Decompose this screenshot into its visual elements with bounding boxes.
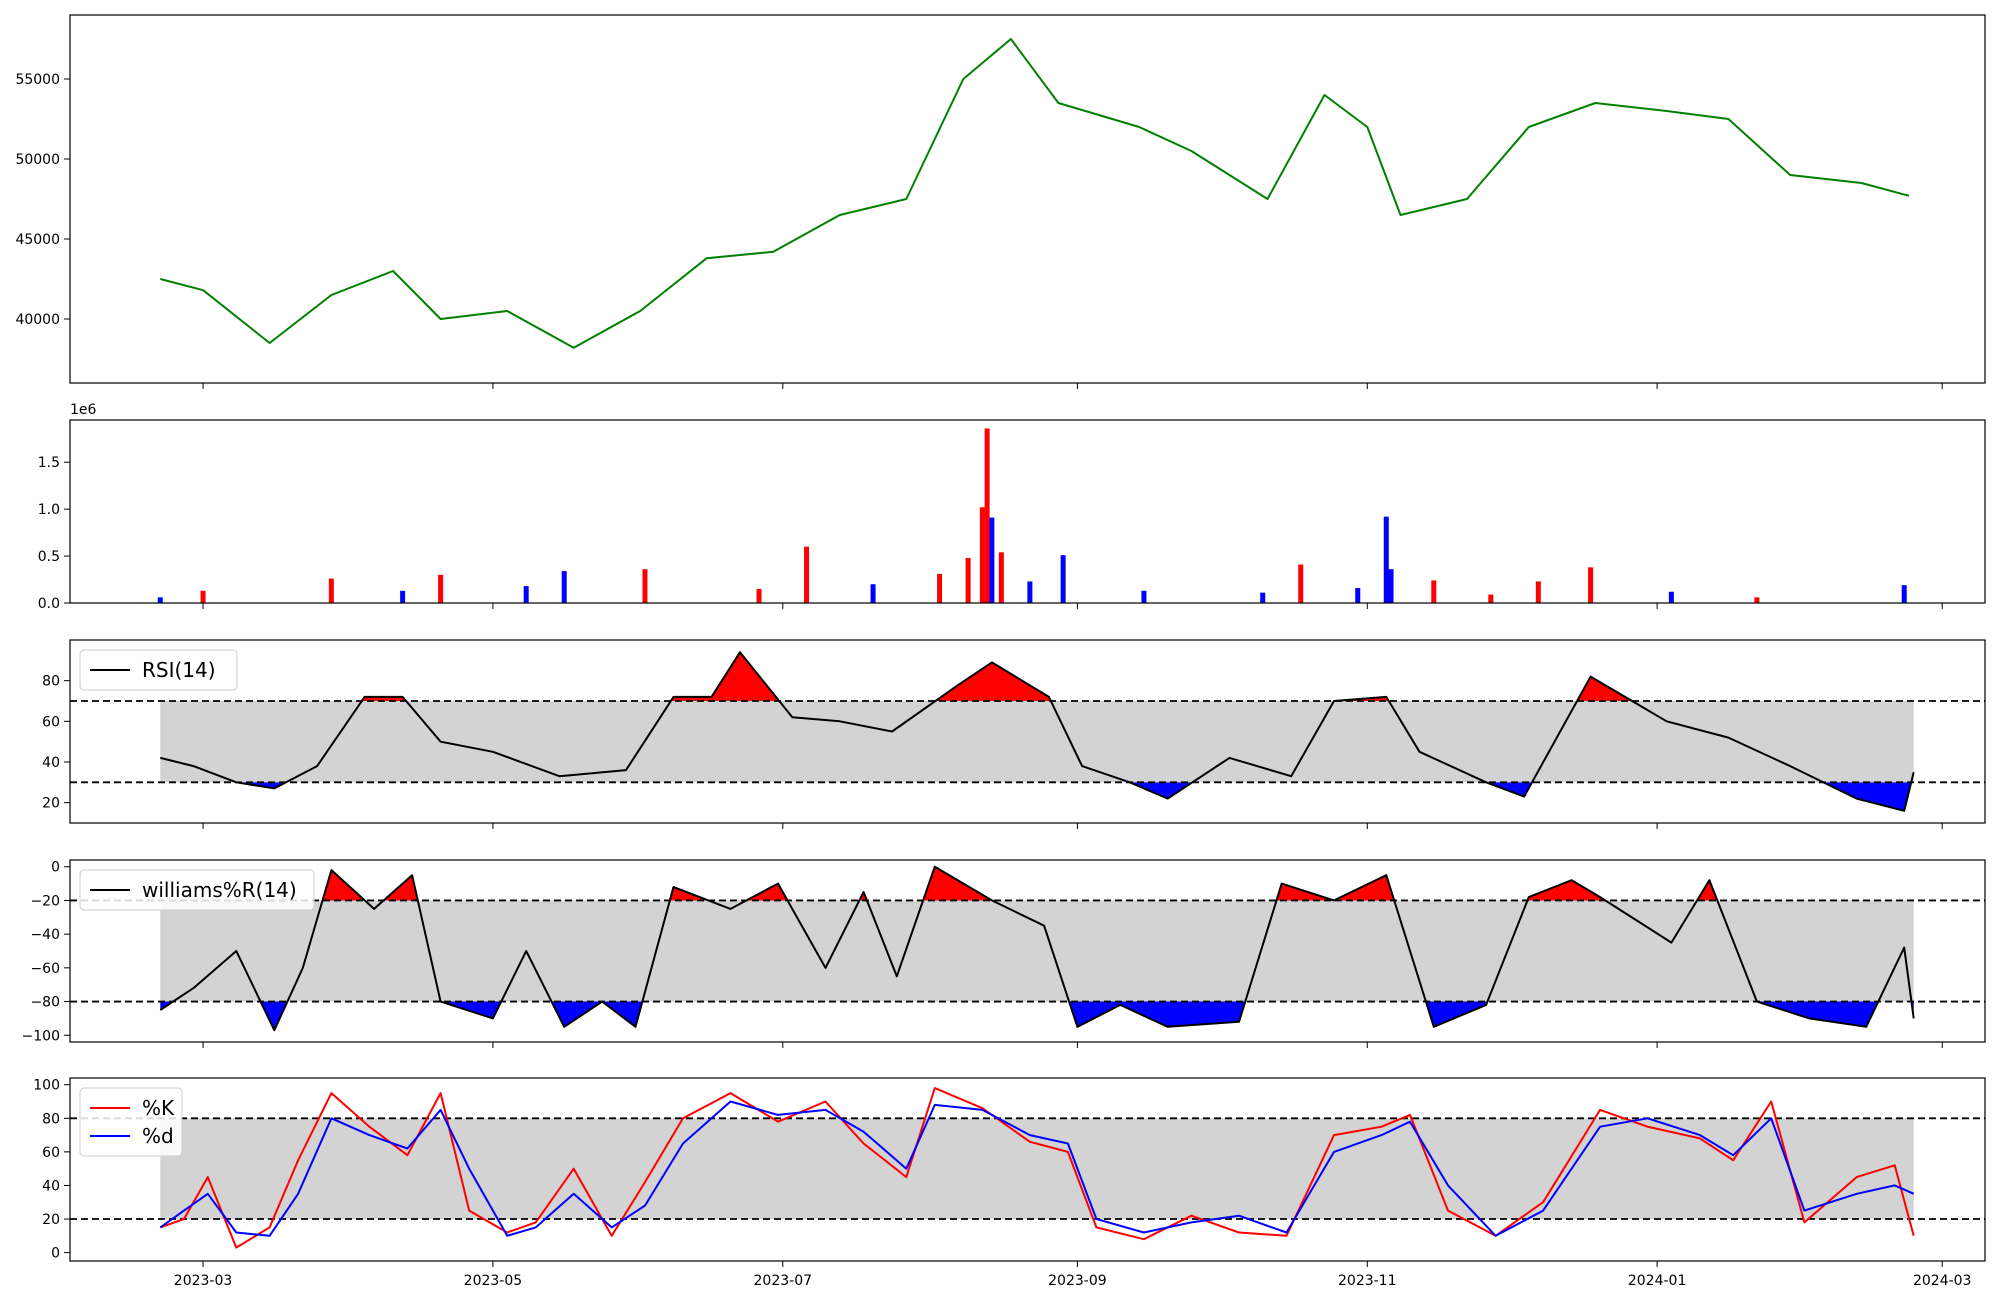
volume-bar (157, 597, 163, 603)
legend-box (79, 649, 238, 691)
williams-r-line (159, 865, 1915, 1032)
stochastic-panel (69, 1077, 1986, 1262)
x-tick-label: 2023-05 (464, 1273, 523, 1289)
volume-bar (1388, 569, 1394, 603)
y-tick-label: 1.5 (38, 455, 60, 471)
legend-label: %K (142, 1096, 175, 1120)
y-tick-label: 40000 (15, 312, 60, 328)
volume-bar (400, 590, 406, 603)
volume-bar (1488, 594, 1494, 603)
x-tick-label: 2023-07 (754, 1273, 813, 1289)
volume-bar (1298, 564, 1304, 603)
y-tick-label: −100 (22, 1028, 60, 1044)
volume-bar (438, 574, 444, 603)
legend-label: RSI(14) (142, 658, 216, 682)
volume-bar (1383, 516, 1389, 603)
y-tick-label: 40 (42, 755, 60, 771)
rsi-panel (69, 639, 1986, 824)
volume-bar (989, 517, 995, 603)
overbought-fill (361, 696, 407, 701)
x-tick-label: 2024-01 (1628, 1273, 1687, 1289)
rsi-line (160, 651, 1915, 812)
volume-bar (200, 590, 206, 603)
legend-label: williams%R(14) (142, 878, 297, 902)
price-panel (69, 14, 1986, 384)
volume-bar (1588, 567, 1594, 603)
y-tick-label: −40 (30, 927, 60, 943)
volume-bar (870, 584, 876, 603)
overbought-fill (1577, 676, 1633, 701)
volume-panel (69, 419, 1986, 604)
y-tick-label: 100 (33, 1078, 60, 1094)
neutral-band (160, 701, 1914, 783)
overbought-fill (923, 866, 992, 901)
x-tick-label: 2023-11 (1338, 1273, 1397, 1289)
overbought-fill (322, 870, 365, 901)
y-tick-label: 80 (42, 674, 60, 690)
oversold-fill (1756, 1001, 1879, 1027)
y-tick-label: 1.0 (38, 502, 60, 518)
volume-bar (1901, 585, 1907, 603)
y-tick-label: 0.5 (38, 549, 60, 565)
volume-bar (561, 571, 567, 603)
williams-r-panel (69, 859, 1986, 1043)
oversold-fill (1129, 782, 1193, 799)
volume-bar (642, 569, 648, 603)
volume-bar (1355, 587, 1361, 603)
y-tick-label: −60 (30, 961, 60, 977)
legend-box (79, 1087, 183, 1157)
y-tick-label: 0 (51, 860, 60, 876)
overbought-fill (1697, 880, 1718, 901)
volume-bar (937, 573, 943, 603)
y-tick-label: 50000 (15, 152, 60, 168)
x-tick-label: 2024-03 (1913, 1273, 1972, 1289)
volume-bar (1431, 580, 1437, 603)
y-tick-label: 0 (51, 1246, 60, 1262)
volume-bar (984, 428, 990, 603)
volume-scale-label: 1e6 (70, 402, 97, 418)
y-tick-label: 55000 (15, 72, 60, 88)
volume-bar (1754, 597, 1760, 603)
price-line (160, 38, 1910, 349)
y-tick-label: 80 (42, 1111, 60, 1127)
x-tick-label: 2023-09 (1048, 1273, 1107, 1289)
oversold-fill (1823, 782, 1912, 811)
oversold-fill (602, 1001, 643, 1027)
legend-box (79, 869, 315, 911)
y-tick-label: 60 (42, 714, 60, 730)
stoch-d-line (159, 1100, 1915, 1237)
volume-bar (998, 552, 1004, 603)
overbought-fill (746, 883, 788, 901)
volume-bar (965, 557, 971, 603)
y-tick-label: −20 (30, 893, 60, 909)
legend-label: %d (142, 1124, 174, 1148)
volume-bar (756, 588, 762, 603)
volume-bar (1668, 591, 1674, 603)
oversold-fill (551, 1001, 603, 1027)
neutral-band (160, 1118, 1914, 1220)
volume-bar (979, 507, 985, 603)
volume-bar (804, 546, 810, 603)
overbought-fill (1527, 880, 1606, 901)
oversold-fill (1425, 1001, 1488, 1027)
volume-bar (1260, 592, 1266, 603)
y-tick-label: 20 (42, 796, 60, 812)
y-tick-label: 20 (42, 1212, 60, 1228)
volume-bar (523, 586, 529, 603)
volume-bar (328, 578, 334, 603)
volume-bar (1027, 581, 1033, 603)
volume-bar (1535, 581, 1541, 603)
y-tick-label: 60 (42, 1145, 60, 1161)
x-tick-label: 2023-03 (174, 1273, 233, 1289)
y-tick-label: 45000 (15, 232, 60, 248)
y-tick-label: 40 (42, 1178, 60, 1194)
overbought-fill (935, 662, 1051, 701)
volume-bar (1060, 555, 1066, 603)
oversold-fill (260, 1001, 288, 1031)
volume-bar (1141, 590, 1147, 603)
neutral-band (160, 900, 1914, 1002)
y-tick-label: −80 (30, 995, 60, 1011)
y-tick-label: 0.0 (38, 596, 60, 612)
